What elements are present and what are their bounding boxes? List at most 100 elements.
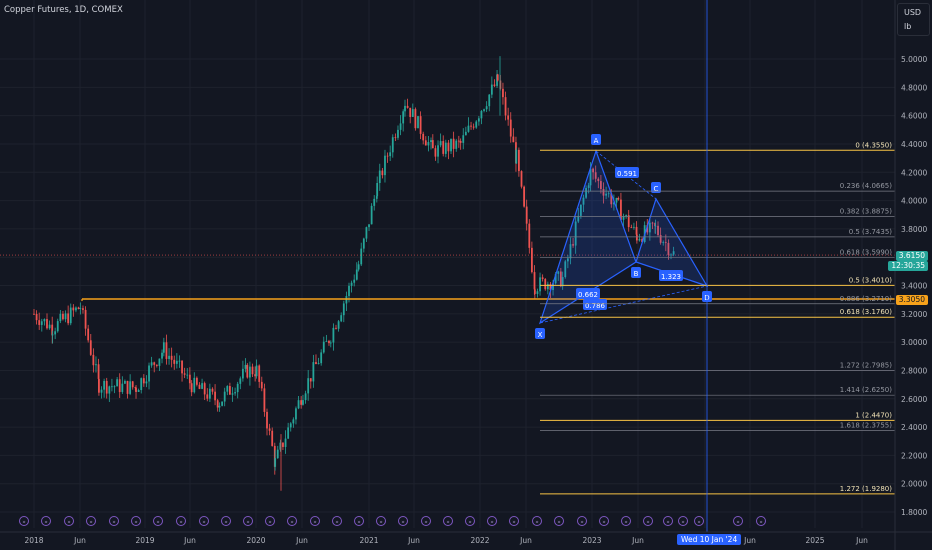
event-marker-icon[interactable]: » bbox=[41, 516, 51, 526]
candle-body bbox=[520, 171, 523, 187]
candle-body bbox=[544, 279, 547, 290]
event-marker-glyph: » bbox=[535, 520, 538, 526]
event-marker-icon[interactable]: » bbox=[221, 516, 231, 526]
orange-level-tag: 3.3050 bbox=[895, 295, 928, 305]
candle-body bbox=[111, 386, 113, 388]
candle-body bbox=[622, 216, 625, 220]
candle-body bbox=[539, 277, 541, 292]
candle-body bbox=[488, 94, 491, 107]
event-marker-icon[interactable]: » bbox=[265, 516, 275, 526]
fib-level-label: 0.886 (3.2710) bbox=[840, 295, 892, 303]
candle-body bbox=[470, 125, 472, 127]
event-marker-icon[interactable]: » bbox=[509, 516, 519, 526]
candle-body bbox=[370, 205, 373, 225]
event-marker-ring bbox=[678, 516, 688, 526]
event-marker-glyph: » bbox=[44, 520, 47, 526]
fibonacci-levels-drawing[interactable]: 0 (4.3550) 0.236 (4.0665) 0.382 (3.8875) 0.… bbox=[540, 141, 895, 495]
event-marker-icon[interactable]: » bbox=[756, 516, 766, 526]
event-marker-ring bbox=[694, 516, 704, 526]
candle-body bbox=[605, 193, 607, 196]
candle-body bbox=[201, 383, 203, 389]
event-marker-glyph: » bbox=[490, 520, 493, 526]
candle-body bbox=[376, 182, 379, 197]
candle-body bbox=[664, 242, 667, 243]
event-marker-icon[interactable]: » bbox=[64, 516, 74, 526]
event-marker-icon[interactable]: » bbox=[109, 516, 119, 526]
price-axis[interactable]: 5.0000 4.8000 4.6000 4.4000 4.2000 4.0000 3.80… bbox=[894, 0, 927, 550]
candle-body bbox=[295, 408, 297, 420]
event-marker-icon[interactable]: » bbox=[465, 516, 475, 526]
event-marker-glyph: » bbox=[646, 520, 649, 526]
candle-body bbox=[493, 84, 496, 86]
pattern-xd-line bbox=[539, 285, 708, 324]
event-marker-icon[interactable]: » bbox=[487, 516, 497, 526]
symbol-title[interactable]: Copper Futures, 1D, COMEX bbox=[4, 5, 123, 15]
event-marker-icon[interactable]: » bbox=[621, 516, 631, 526]
event-marker-icon[interactable]: » bbox=[532, 516, 542, 526]
chart-grid bbox=[0, 0, 895, 528]
candle-body bbox=[554, 273, 557, 284]
candle-body bbox=[246, 364, 249, 378]
candle-body bbox=[630, 227, 633, 228]
candle-body bbox=[546, 283, 549, 290]
candle-body bbox=[48, 324, 51, 329]
candle-body bbox=[439, 141, 442, 146]
candle-body bbox=[75, 307, 77, 311]
candle-body bbox=[483, 109, 485, 111]
event-marker-icon[interactable]: » bbox=[554, 516, 564, 526]
event-marker-icon[interactable]: » bbox=[131, 516, 141, 526]
event-marker-icon[interactable]: » bbox=[310, 516, 320, 526]
event-marker-icon[interactable]: » bbox=[577, 516, 587, 526]
time-axis-label: Jun bbox=[407, 536, 420, 545]
candle-body bbox=[175, 360, 178, 364]
candle-body bbox=[600, 181, 602, 190]
candle-body bbox=[455, 140, 458, 149]
pattern-ratio-badge bbox=[583, 299, 607, 310]
event-marker-icon[interactable]: » bbox=[199, 516, 209, 526]
candle-body bbox=[108, 386, 111, 394]
event-marker-ring bbox=[421, 516, 431, 526]
price-axis-label: 1.8000 bbox=[901, 508, 927, 517]
candle-body bbox=[430, 140, 432, 143]
currency-unit-button[interactable]: USD lb bbox=[897, 3, 930, 36]
event-marker-icon[interactable]: » bbox=[643, 516, 653, 526]
candle-body bbox=[485, 106, 488, 110]
event-marker-icon[interactable]: » bbox=[176, 516, 186, 526]
event-marker-icon[interactable]: » bbox=[19, 516, 29, 526]
event-marker-icon[interactable]: » bbox=[354, 516, 364, 526]
event-marker-icon[interactable]: » bbox=[243, 516, 253, 526]
cursor-date-tag: Wed 10 Jan '24 bbox=[677, 534, 742, 545]
time-axis[interactable]: 2018 Jun 2019 Jun 2020 Jun 2021 Jun 2022 Jun 2023 J… bbox=[0, 531, 932, 545]
event-marker-icon[interactable]: » bbox=[694, 516, 704, 526]
event-marker-glyph: » bbox=[512, 520, 515, 526]
candle-body bbox=[214, 391, 216, 401]
candle-body bbox=[155, 364, 158, 366]
event-marker-icon[interactable]: » bbox=[153, 516, 163, 526]
candle-body bbox=[651, 222, 654, 224]
fib-level-label: 1 (2.4470) bbox=[855, 411, 892, 419]
event-marker-ring bbox=[443, 516, 453, 526]
event-marker-icon[interactable]: » bbox=[663, 516, 673, 526]
event-marker-ring bbox=[354, 516, 364, 526]
event-marker-icon[interactable]: » bbox=[376, 516, 386, 526]
event-marker-icon[interactable]: » bbox=[332, 516, 342, 526]
candle-body bbox=[325, 340, 328, 342]
event-marker-icon[interactable]: » bbox=[421, 516, 431, 526]
event-marker-icon[interactable]: » bbox=[398, 516, 408, 526]
event-marker-icon[interactable]: » bbox=[86, 516, 96, 526]
time-axis-label: Jun bbox=[855, 536, 868, 545]
candle-body bbox=[434, 148, 437, 157]
candle-body bbox=[64, 313, 67, 320]
event-markers-row[interactable]: » » » » » » » » » » » » » » » » » » » » » » » » » » » » » » » » » » bbox=[19, 516, 766, 526]
event-marker-icon[interactable]: » bbox=[443, 516, 453, 526]
event-marker-glyph: » bbox=[379, 520, 382, 526]
event-marker-icon[interactable]: » bbox=[599, 516, 609, 526]
event-marker-icon[interactable]: » bbox=[678, 516, 688, 526]
candle-body bbox=[165, 342, 168, 359]
fib-level-label: 0.382 (3.8875) bbox=[840, 207, 892, 215]
candle-body bbox=[464, 131, 467, 136]
event-marker-icon[interactable]: » bbox=[287, 516, 297, 526]
event-marker-icon[interactable]: » bbox=[733, 516, 743, 526]
